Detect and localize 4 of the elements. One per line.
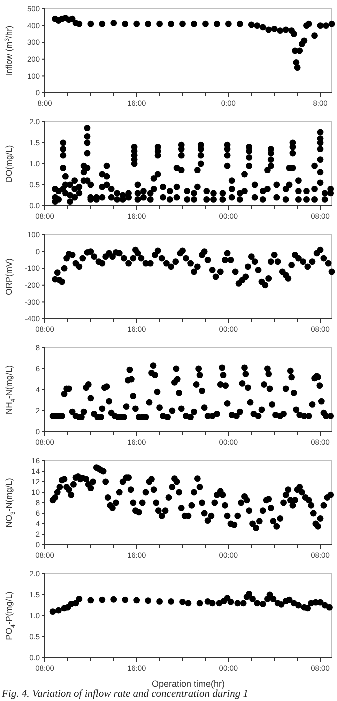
y-axis-title: DO(mg/L): [4, 145, 14, 183]
caption: Fig. 4. Variation of inflow rate and concentration during 1: [1, 689, 248, 700]
x-axis-title: Operation time(hr): [152, 679, 226, 689]
y-axis-title: ORP(mV): [4, 258, 14, 296]
